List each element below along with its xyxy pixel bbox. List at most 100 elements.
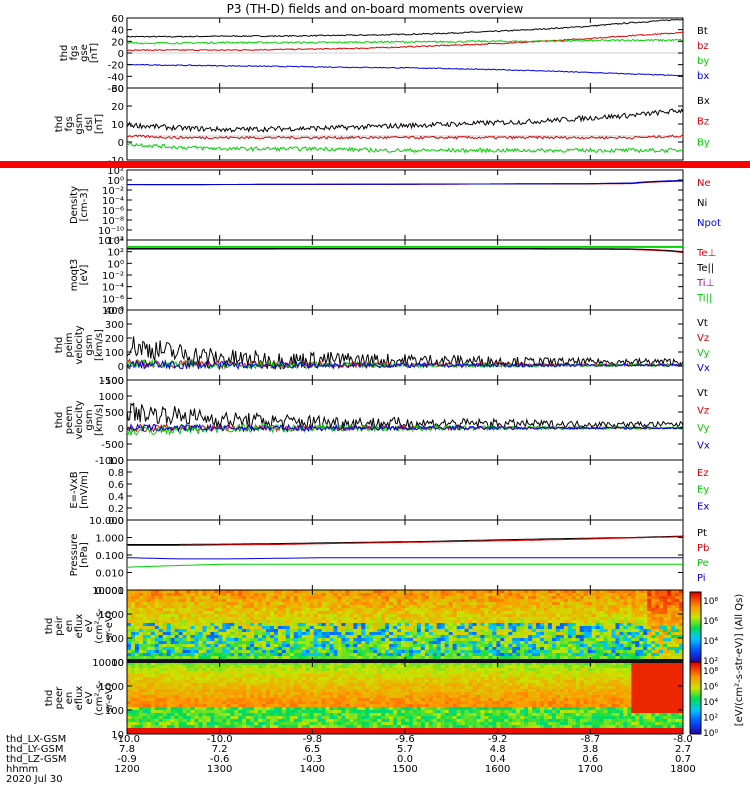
heat-cell (452, 599, 458, 603)
heat-cell (488, 590, 493, 594)
heat-cell (520, 629, 525, 633)
heat-cell (627, 602, 632, 606)
heat-cell (480, 644, 485, 648)
heat-cell (134, 638, 140, 642)
heat-cell (305, 722, 311, 726)
heat-cell (150, 665, 156, 669)
heat-cell (555, 635, 561, 639)
heat-cell (269, 680, 275, 684)
heat-cell (559, 626, 565, 630)
heat-cell (138, 668, 144, 672)
heat-cell (675, 614, 680, 618)
heat-cell (679, 599, 684, 603)
heat-cell (615, 653, 620, 657)
heat-cell (150, 590, 156, 594)
heat-cell (635, 620, 640, 624)
heat-cell (293, 611, 299, 615)
heat-cell (500, 629, 505, 633)
heat-cell (178, 683, 183, 687)
heat-cell (659, 644, 664, 648)
heat-cell (611, 641, 616, 645)
heat-cell (226, 719, 231, 723)
heat-cell (198, 665, 203, 669)
heat-cell (238, 698, 243, 702)
heat-cell (627, 629, 632, 633)
heat-cell (675, 617, 680, 621)
heat-cell (500, 617, 505, 621)
heat-cell (655, 593, 660, 597)
heat-cell (476, 623, 481, 627)
heat-cell (571, 590, 577, 594)
heat-cell (544, 608, 549, 612)
heat-cell (222, 716, 227, 720)
heat-cell (623, 590, 628, 594)
heat-cell (333, 602, 338, 606)
heat-cell (643, 617, 648, 621)
heat-cell (178, 620, 183, 624)
heat-cell (420, 623, 426, 627)
heat-cell (150, 599, 156, 603)
heat-cell (269, 698, 275, 702)
heat-cell (313, 677, 319, 681)
heat-cell (218, 656, 223, 660)
heat-cell (246, 680, 251, 684)
heat-cell (254, 725, 259, 729)
heat-cell (281, 611, 287, 615)
heat-cell (226, 692, 231, 696)
heat-cell (202, 590, 207, 594)
heat-cell (250, 686, 255, 690)
heat-cell (321, 698, 326, 702)
heat-cell (277, 671, 283, 675)
heat-cell (162, 656, 168, 660)
heat-cell (551, 593, 557, 597)
heat-cell (401, 629, 406, 633)
heat-cell (313, 602, 319, 606)
heat-cell (154, 713, 160, 717)
heat-cell (182, 713, 187, 717)
heat-cell (595, 605, 600, 609)
heat-cell (456, 617, 461, 621)
heat-cell (460, 596, 465, 600)
heat-cell (226, 671, 231, 675)
heat-cell (440, 596, 446, 600)
heat-cell (301, 716, 307, 720)
heat-cell (162, 620, 168, 624)
heat-cell (353, 602, 358, 606)
heat-cell (524, 644, 529, 648)
heat-cell (230, 713, 235, 717)
heat-cell (305, 635, 311, 639)
heat-cell (293, 692, 299, 696)
heat-cell (436, 614, 442, 618)
heat-cell (174, 725, 180, 729)
heat-cell (615, 614, 620, 618)
heat-cell (146, 701, 152, 705)
heat-cell (309, 719, 315, 723)
heat-cell (285, 719, 291, 723)
heat-cell (512, 635, 517, 639)
heat-cell (325, 620, 330, 624)
heat-cell (440, 602, 446, 606)
heat-cell (563, 656, 569, 660)
heat-cell (285, 707, 291, 711)
heat-cell (349, 641, 354, 645)
heat-cell (496, 599, 501, 603)
heat-cell (230, 728, 235, 732)
heat-cell (547, 608, 553, 612)
heat-cell (385, 650, 390, 654)
heat-cell (492, 638, 497, 642)
heat-cell (412, 593, 418, 597)
heat-cell (254, 617, 259, 621)
heat-cell (266, 650, 271, 654)
heat-cell (210, 662, 215, 666)
heat-cell (194, 632, 199, 636)
heat-cell (190, 680, 195, 684)
heat-cell (444, 632, 450, 636)
heat-cell (456, 635, 461, 639)
heat-cell (210, 671, 215, 675)
heat-cell (520, 650, 525, 654)
heat-cell (127, 641, 132, 645)
heat-cell (146, 665, 152, 669)
heat-cell (154, 686, 160, 690)
heat-cell (627, 638, 632, 642)
heat-cell (305, 728, 311, 732)
